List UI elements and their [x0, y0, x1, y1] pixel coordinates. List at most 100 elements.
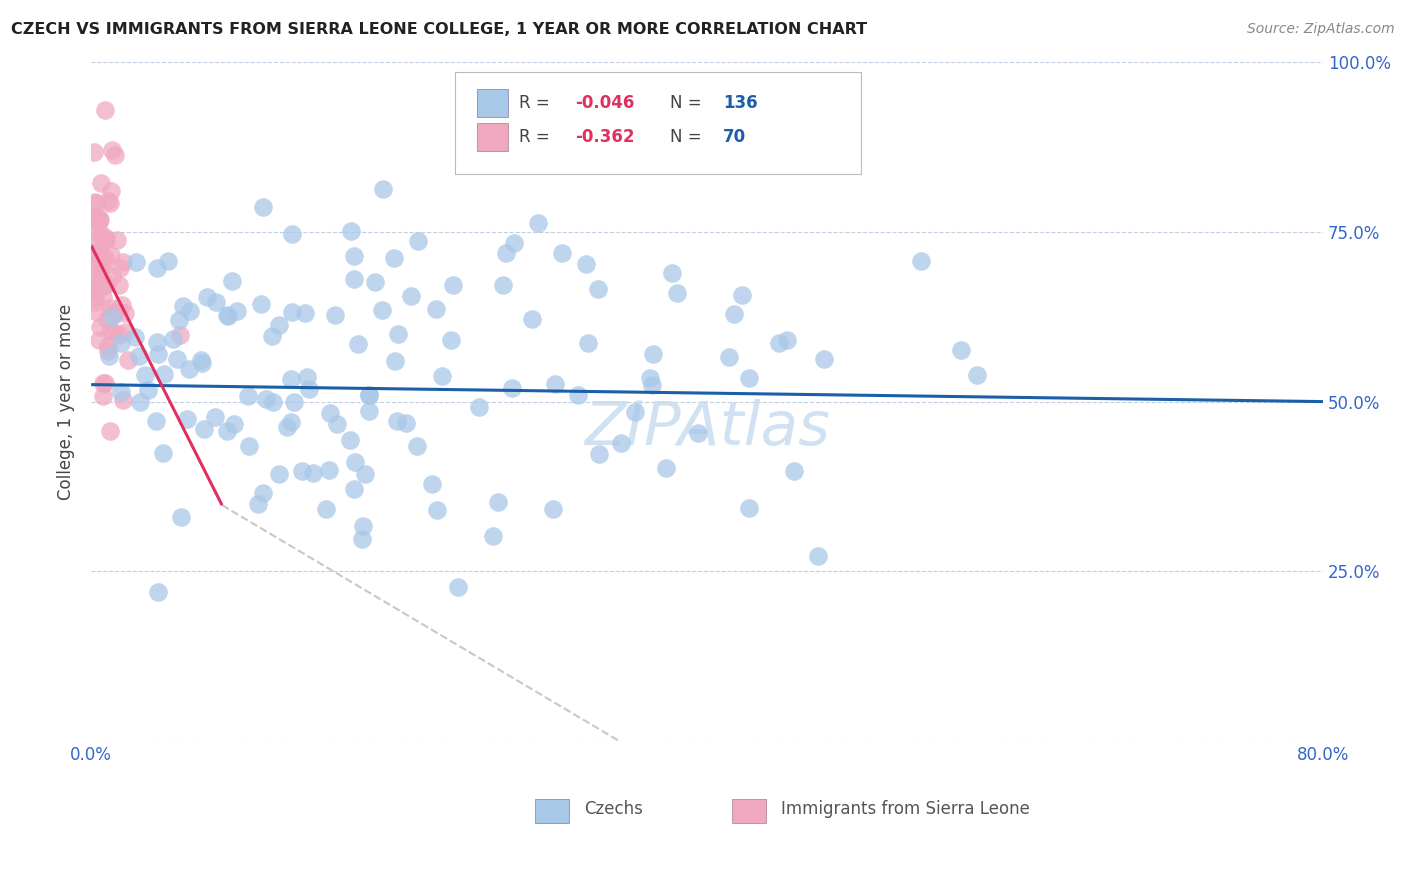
Point — [406, 439, 429, 453]
Point — [326, 417, 349, 431]
Point — [641, 346, 664, 360]
Point — [501, 381, 523, 395]
Point — [128, 395, 150, 409]
Point — [89, 269, 111, 284]
Point — [807, 549, 830, 563]
Point — [145, 414, 167, 428]
FancyBboxPatch shape — [731, 798, 766, 822]
Point — [108, 261, 131, 276]
Point — [89, 320, 111, 334]
Point — [551, 246, 574, 260]
Point — [655, 460, 678, 475]
Point — [247, 497, 270, 511]
Point — [224, 417, 246, 431]
Point — [111, 255, 134, 269]
Point — [768, 336, 790, 351]
Point — [100, 268, 122, 283]
Point — [191, 356, 214, 370]
Point — [83, 194, 105, 209]
Point — [430, 369, 453, 384]
Point — [347, 336, 370, 351]
Point — [382, 252, 405, 266]
Point — [387, 327, 409, 342]
Text: N =: N = — [671, 94, 707, 112]
Point — [294, 306, 316, 320]
Point — [492, 278, 515, 293]
Text: R =: R = — [519, 128, 554, 145]
Point — [238, 439, 260, 453]
Point — [406, 234, 429, 248]
Point — [152, 367, 174, 381]
Point — [148, 347, 170, 361]
Point — [302, 466, 325, 480]
Point — [98, 195, 121, 210]
Point — [111, 298, 134, 312]
Point — [544, 377, 567, 392]
Point — [586, 282, 609, 296]
Point — [910, 253, 932, 268]
Point — [84, 244, 107, 258]
Point — [134, 368, 156, 383]
Point — [204, 410, 226, 425]
Point — [87, 211, 110, 225]
Point — [425, 302, 447, 317]
Point — [86, 305, 108, 319]
Point — [576, 335, 599, 350]
Point — [128, 349, 150, 363]
Point — [97, 339, 120, 353]
Point — [269, 467, 291, 481]
Point — [96, 277, 118, 291]
Point — [114, 325, 136, 339]
Point — [84, 249, 107, 263]
FancyBboxPatch shape — [477, 88, 508, 117]
Point — [283, 395, 305, 409]
Point — [420, 476, 443, 491]
Point — [84, 285, 107, 299]
Point — [176, 412, 198, 426]
Point — [486, 495, 509, 509]
Point — [91, 290, 114, 304]
Point — [353, 467, 375, 482]
Point — [221, 274, 243, 288]
Point — [359, 388, 381, 402]
Point — [146, 335, 169, 350]
Point — [776, 333, 799, 347]
FancyBboxPatch shape — [477, 122, 508, 151]
Point — [371, 181, 394, 195]
Point — [371, 303, 394, 318]
Point — [718, 351, 741, 365]
Point — [966, 368, 988, 383]
Point — [447, 580, 470, 594]
Point — [783, 464, 806, 478]
Point — [215, 309, 238, 323]
Point — [661, 266, 683, 280]
Text: Czechs: Czechs — [583, 800, 643, 818]
Point — [738, 371, 761, 385]
Point — [87, 333, 110, 347]
Point — [359, 403, 381, 417]
Point — [260, 329, 283, 343]
Point — [723, 307, 745, 321]
Point — [84, 210, 107, 224]
Point — [384, 354, 406, 368]
Point — [98, 349, 121, 363]
Text: R =: R = — [519, 94, 554, 112]
Point — [731, 287, 754, 301]
Point — [543, 502, 565, 516]
Point — [93, 252, 115, 267]
Point — [179, 304, 201, 318]
Point — [494, 149, 516, 163]
Point — [97, 194, 120, 208]
Point — [84, 290, 107, 304]
FancyBboxPatch shape — [534, 798, 569, 822]
Point — [340, 223, 363, 237]
Point — [91, 389, 114, 403]
Point — [624, 405, 647, 419]
Point — [100, 185, 122, 199]
Text: CZECH VS IMMIGRANTS FROM SIERRA LEONE COLLEGE, 1 YEAR OR MORE CORRELATION CHART: CZECH VS IMMIGRANTS FROM SIERRA LEONE CO… — [11, 22, 868, 37]
Point — [641, 377, 664, 392]
Point — [638, 370, 661, 384]
Point — [89, 280, 111, 294]
Point — [364, 275, 387, 289]
Point — [108, 278, 131, 293]
